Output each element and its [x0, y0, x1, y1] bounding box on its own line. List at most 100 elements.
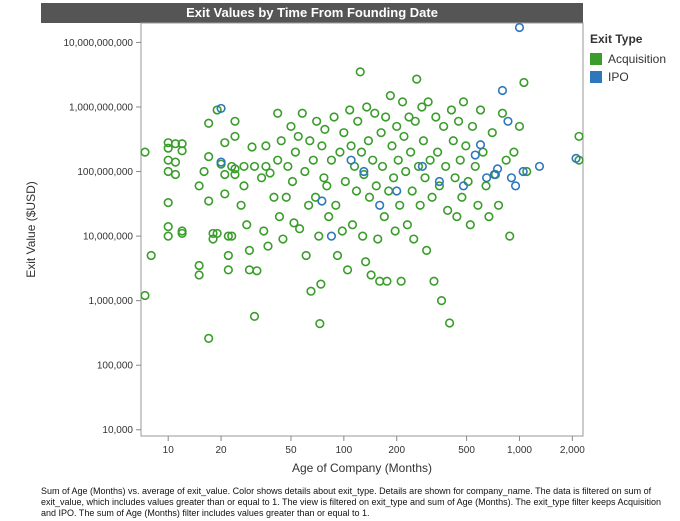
data-point-acquisition[interactable]	[261, 161, 271, 172]
data-point-acquisition[interactable]	[276, 136, 286, 146]
data-point-acquisition[interactable]	[342, 265, 353, 275]
data-point-acquisition[interactable]	[303, 200, 314, 210]
data-point-ipo[interactable]	[506, 173, 517, 183]
data-point-acquisition[interactable]	[415, 200, 425, 210]
data-point-acquisition[interactable]	[379, 212, 389, 222]
data-point-ipo[interactable]	[346, 155, 356, 165]
data-point-acquisition[interactable]	[194, 181, 204, 191]
data-point-acquisition[interactable]	[170, 139, 181, 149]
data-point-acquisition[interactable]	[399, 131, 409, 142]
data-point-acquisition[interactable]	[281, 192, 291, 202]
data-point-ipo[interactable]	[434, 176, 444, 187]
data-point-ipo[interactable]	[571, 153, 581, 163]
data-point-acquisition[interactable]	[377, 161, 388, 172]
data-point-ipo[interactable]	[417, 161, 427, 172]
data-point-acquisition[interactable]	[446, 105, 457, 115]
data-point-acquisition[interactable]	[385, 91, 395, 101]
data-point-acquisition[interactable]	[204, 152, 214, 162]
data-point-acquisition[interactable]	[436, 296, 447, 306]
data-point-acquisition[interactable]	[244, 245, 255, 256]
data-point-acquisition[interactable]	[444, 318, 455, 328]
data-point-acquisition[interactable]	[230, 116, 240, 126]
data-point-acquisition[interactable]	[509, 147, 519, 157]
data-point-acquisition[interactable]	[247, 142, 257, 152]
data-point-acquisition[interactable]	[402, 220, 412, 230]
data-point-acquisition[interactable]	[230, 169, 240, 180]
data-point-acquisition[interactable]	[381, 112, 391, 122]
data-point-acquisition[interactable]	[396, 276, 406, 286]
data-point-acquisition[interactable]	[322, 181, 332, 191]
data-point-acquisition[interactable]	[220, 189, 230, 199]
data-point-acquisition[interactable]	[273, 155, 283, 165]
data-point-acquisition[interactable]	[413, 161, 424, 172]
data-point-acquisition[interactable]	[443, 205, 453, 216]
data-point-acquisition[interactable]	[450, 173, 460, 183]
data-point-acquisition[interactable]	[293, 131, 303, 142]
data-point-acquisition[interactable]	[163, 198, 173, 208]
data-point-acquisition[interactable]	[317, 141, 327, 151]
data-point-acquisition[interactable]	[501, 155, 511, 165]
data-point-acquisition[interactable]	[239, 161, 249, 172]
data-point-acquisition[interactable]	[283, 161, 293, 172]
data-point-acquisition[interactable]	[467, 121, 478, 132]
data-point-acquisition[interactable]	[163, 231, 173, 241]
data-point-acquisition[interactable]	[326, 155, 337, 165]
data-point-acquisition[interactable]	[316, 279, 326, 289]
data-point-ipo[interactable]	[458, 181, 469, 191]
data-point-acquisition[interactable]	[370, 108, 380, 118]
data-point-acquisition[interactable]	[355, 67, 365, 77]
data-point-acquisition[interactable]	[236, 200, 246, 210]
data-point-acquisition[interactable]	[417, 102, 427, 112]
data-point-acquisition[interactable]	[315, 319, 325, 329]
data-point-acquisition[interactable]	[393, 155, 403, 165]
data-point-acquisition[interactable]	[431, 112, 441, 122]
data-point-acquisition[interactable]	[452, 212, 462, 222]
data-point-acquisition[interactable]	[345, 105, 355, 115]
data-point-acquisition[interactable]	[170, 169, 181, 180]
data-point-acquisition[interactable]	[335, 147, 345, 157]
data-point-acquisition[interactable]	[401, 166, 411, 177]
data-point-acquisition[interactable]	[290, 147, 301, 157]
data-point-acquisition[interactable]	[455, 155, 465, 165]
data-point-acquisition[interactable]	[484, 212, 494, 222]
data-point-acquisition[interactable]	[427, 192, 437, 202]
data-point-acquisition[interactable]	[204, 333, 214, 344]
data-point-acquisition[interactable]	[259, 226, 269, 236]
data-point-acquisition[interactable]	[404, 112, 414, 122]
data-point-acquisition[interactable]	[434, 181, 444, 191]
data-point-acquisition[interactable]	[249, 161, 260, 172]
data-point-acquisition[interactable]	[425, 155, 435, 165]
data-point-acquisition[interactable]	[223, 250, 233, 261]
data-point-ipo[interactable]	[497, 85, 508, 96]
data-point-acquisition[interactable]	[487, 128, 497, 138]
data-point-acquisition[interactable]	[230, 131, 240, 142]
data-point-acquisition[interactable]	[366, 270, 376, 280]
data-point-acquisition[interactable]	[395, 200, 405, 210]
data-point-acquisition[interactable]	[252, 266, 262, 276]
data-point-acquisition[interactable]	[347, 220, 358, 230]
data-point-acquisition[interactable]	[220, 138, 230, 148]
data-point-ipo[interactable]	[216, 157, 226, 167]
data-point-acquisition[interactable]	[363, 136, 374, 146]
data-point-acquisition[interactable]	[140, 290, 150, 301]
data-point-acquisition[interactable]	[439, 121, 449, 132]
data-point-acquisition[interactable]	[382, 276, 392, 286]
data-point-acquisition[interactable]	[265, 168, 275, 178]
data-point-acquisition[interactable]	[261, 141, 271, 151]
data-point-acquisition[interactable]	[208, 228, 218, 239]
data-point-acquisition[interactable]	[249, 311, 260, 321]
data-point-ipo[interactable]	[216, 103, 226, 114]
data-point-acquisition[interactable]	[410, 116, 420, 126]
data-point-acquisition[interactable]	[368, 155, 378, 165]
data-point-acquisition[interactable]	[453, 116, 464, 126]
data-point-acquisition[interactable]	[320, 124, 330, 134]
data-point-acquisition[interactable]	[263, 241, 273, 251]
data-point-acquisition[interactable]	[420, 173, 430, 183]
data-point-acquisition[interactable]	[473, 200, 483, 210]
data-point-acquisition[interactable]	[422, 245, 432, 256]
data-point-acquisition[interactable]	[423, 97, 433, 107]
data-point-acquisition[interactable]	[194, 270, 204, 280]
data-point-acquisition[interactable]	[522, 166, 532, 177]
data-point-acquisition[interactable]	[230, 164, 240, 174]
data-point-acquisition[interactable]	[397, 97, 408, 107]
